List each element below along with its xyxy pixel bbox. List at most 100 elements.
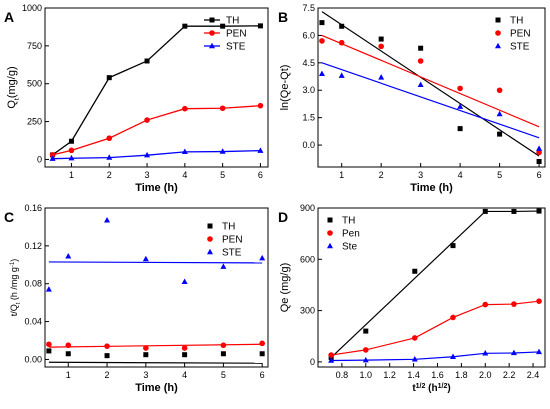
data-point-ste <box>496 110 503 117</box>
data-point-pen <box>68 147 75 154</box>
y-tick-label: 0.16 <box>24 203 42 213</box>
data-point-pen <box>338 39 345 46</box>
data-point-ste <box>411 356 418 362</box>
legend-label-pen: PEN <box>226 29 247 40</box>
data-point-ste <box>318 70 325 76</box>
data-point-th <box>412 268 418 274</box>
fit-line-pen <box>48 343 263 348</box>
x-tick-label: 1.6 <box>431 370 444 380</box>
legend-marker-ste <box>207 248 213 255</box>
panel-label: D <box>278 209 288 225</box>
legend-label-pen: PEN <box>510 29 531 40</box>
data-point-th <box>68 138 74 144</box>
legend-label-th: TH <box>342 216 355 227</box>
legend-label-pen: PEN <box>222 235 243 246</box>
fit-line-th <box>48 361 263 364</box>
data-point-ste <box>142 255 149 262</box>
data-point-ste <box>104 217 111 223</box>
data-point-th <box>319 20 325 26</box>
legend-marker-ste <box>495 42 501 49</box>
legend-label-th: TH <box>222 222 235 233</box>
y-tick-label: 0 <box>37 154 42 164</box>
legend-marker-th <box>327 217 333 223</box>
x-tick-label: 1 <box>69 170 74 180</box>
panel-label: A <box>4 9 14 25</box>
plot-frame <box>44 207 269 368</box>
data-point-pen <box>49 152 56 158</box>
data-point-pen <box>182 105 188 112</box>
data-point-pen <box>411 335 418 341</box>
y-tick-label: 1.5 <box>302 113 315 123</box>
data-point-ste <box>106 154 113 160</box>
data-point-ste <box>417 81 424 87</box>
data-point-pen <box>362 347 369 353</box>
x-axis-label: t1/2 (h1/2) <box>412 383 450 395</box>
data-point-th <box>450 243 456 249</box>
x-tick-label: 2 <box>105 370 110 380</box>
plot-frame <box>317 7 546 168</box>
x-tick-label: 6 <box>537 170 542 180</box>
legend-label-ste: Ste <box>342 242 357 253</box>
data-point-th <box>339 23 345 29</box>
panel-a: A 1 2 3 4 5 6 0 250 500 750 1000 Time (h) Qt(mg/g) TH P… <box>4 3 269 194</box>
x-tick-label: 1.0 <box>360 370 373 380</box>
x-axis-label: Time (h) <box>135 182 178 194</box>
x-tick-label: 2 <box>379 170 384 180</box>
data-point-th <box>46 348 52 354</box>
data-point-ste <box>482 350 489 356</box>
legend-marker-pen <box>207 236 213 242</box>
data-point-pen <box>46 341 52 348</box>
x-tick-label: 5 <box>497 170 502 180</box>
data-point-th <box>257 23 263 29</box>
x-axis-label: Time (h) <box>410 182 453 194</box>
x-tick-label: 2.4 <box>527 370 540 380</box>
data-point-ste <box>362 356 369 363</box>
data-point-ste <box>536 348 543 355</box>
data-point-ste <box>257 147 264 153</box>
y-tick-label: 0.0 <box>302 140 315 150</box>
y-tick-label: 3.0 <box>302 85 315 95</box>
y-axis-label: t/Qt (h /mg g-1) <box>9 259 22 317</box>
data-point-th <box>378 36 384 42</box>
legend-marker-th <box>495 17 501 23</box>
data-point-pen <box>328 352 334 358</box>
fit-line-th <box>330 210 540 359</box>
data-point-ste <box>510 349 517 356</box>
series-line-ste <box>52 149 261 160</box>
y-tick-label: 4.5 <box>302 58 315 68</box>
legend-label-pen: Pen <box>342 229 360 240</box>
data-point-ste <box>219 148 226 154</box>
panel-label: B <box>278 9 288 25</box>
y-tick-label: 500 <box>27 79 42 89</box>
data-point-pen <box>496 87 503 94</box>
data-point-pen <box>536 298 542 304</box>
plot-frame <box>44 7 269 168</box>
legend-marker-pen <box>327 230 333 236</box>
y-tick-label: 300 <box>300 306 315 316</box>
data-point-ste <box>220 263 227 269</box>
y-tick-label: 7.5 <box>302 3 315 13</box>
data-point-pen <box>511 301 517 307</box>
data-point-th <box>259 351 265 357</box>
y-tick-label: 0.04 <box>24 317 42 327</box>
legend-marker-pen <box>209 30 215 36</box>
x-tick-label: 1 <box>339 170 344 180</box>
y-tick-label: 0 <box>310 357 315 367</box>
x-tick-label: 3 <box>145 170 150 180</box>
y-tick-label: 0.08 <box>24 279 42 289</box>
legend-marker-ste <box>327 242 333 249</box>
data-point-ste <box>450 353 457 359</box>
data-point-th <box>511 208 517 214</box>
fit-line-ste <box>48 261 263 264</box>
x-tick-label: 2.0 <box>479 370 492 380</box>
y-tick-label: 6.0 <box>302 30 315 40</box>
x-tick-label: 2 <box>107 170 112 180</box>
legend-label-ste: STE <box>510 42 530 53</box>
panel-c: C 1 2 3 4 5 6 0.00 0.04 0.08 0.12 0.16 Time (h) t/Qt … <box>4 203 269 394</box>
data-point-th <box>220 23 226 29</box>
data-point-th <box>182 352 188 358</box>
fit-line-th <box>321 11 540 157</box>
data-point-pen <box>319 38 325 44</box>
data-point-ste <box>68 154 75 161</box>
x-tick-label: 4 <box>182 170 187 180</box>
